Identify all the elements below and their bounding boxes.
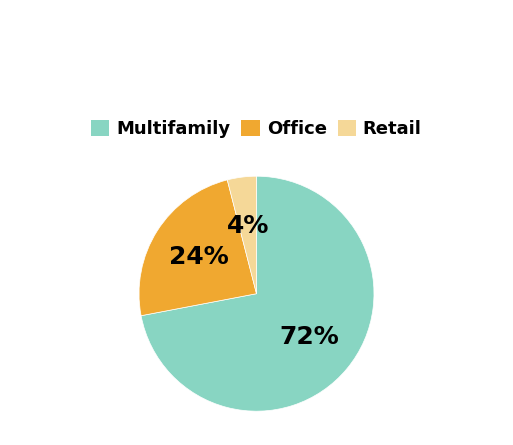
Text: 4%: 4%	[227, 214, 269, 238]
Wedge shape	[227, 176, 256, 294]
Text: 72%: 72%	[279, 325, 339, 349]
Legend: Multifamily, Office, Retail: Multifamily, Office, Retail	[84, 113, 429, 146]
Wedge shape	[141, 176, 374, 411]
Text: 24%: 24%	[169, 245, 229, 269]
Wedge shape	[139, 180, 256, 316]
Text: Annual Base Rental
Revenue by Property Type: Annual Base Rental Revenue by Property T…	[101, 24, 412, 74]
